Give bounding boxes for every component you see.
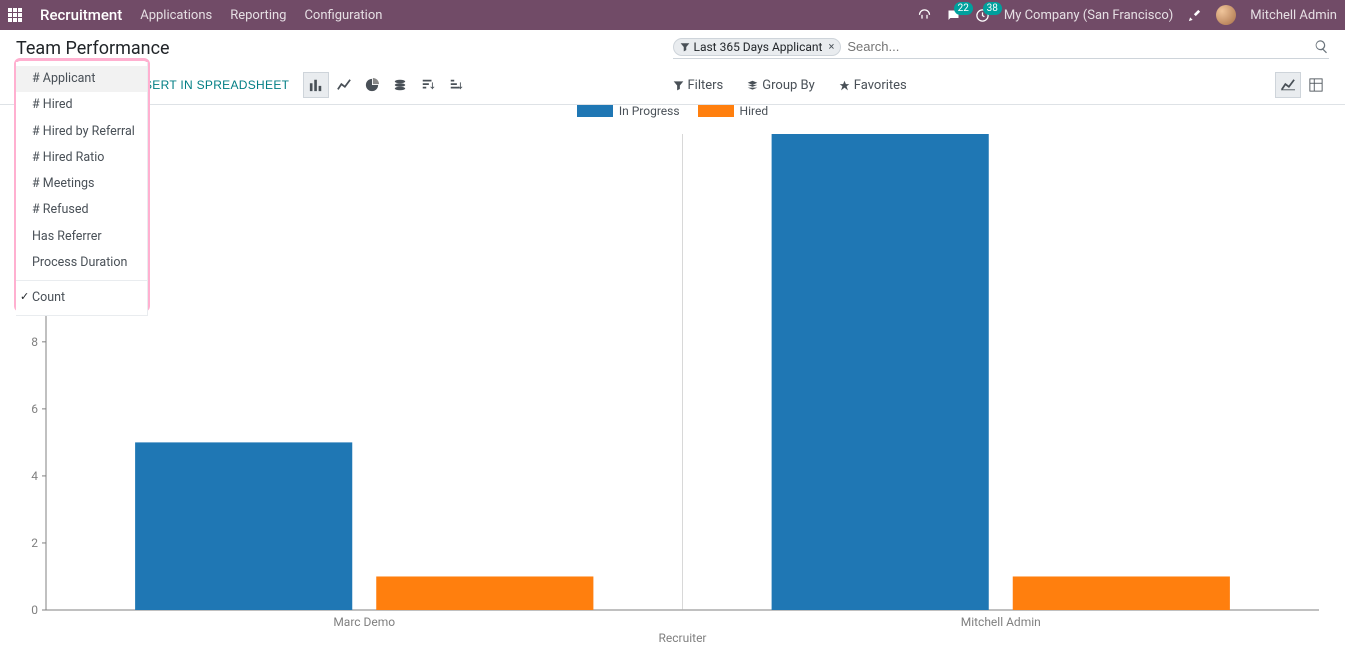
filter-chip[interactable]: Last 365 Days Applicant ×	[673, 38, 842, 56]
svg-text:8: 8	[31, 335, 38, 349]
bar[interactable]	[1013, 576, 1230, 610]
measures-item-hired-referral[interactable]: # Hired by Referral	[16, 119, 147, 145]
chat-badge: 22	[954, 2, 973, 15]
pivot-view-icon[interactable]	[1303, 72, 1329, 98]
funnel-icon	[673, 80, 684, 91]
nav-configuration[interactable]: Configuration	[304, 8, 382, 23]
sort-asc-icon[interactable]	[443, 72, 469, 98]
line-chart-icon[interactable]	[331, 72, 357, 98]
svg-text:Mitchell Admin: Mitchell Admin	[961, 615, 1041, 629]
clock-badge: 38	[983, 2, 1002, 15]
pie-chart-icon[interactable]	[359, 72, 385, 98]
measures-item-hired[interactable]: # Hired	[16, 92, 147, 118]
nav-reporting[interactable]: Reporting	[230, 8, 286, 23]
funnel-icon	[680, 42, 690, 52]
measures-item-applicant[interactable]: # Applicant	[16, 66, 147, 92]
filters-button[interactable]: Filters	[673, 72, 724, 98]
measures-dropdown: # Applicant # Hired # Hired by Referral …	[16, 62, 148, 316]
svg-text:6: 6	[31, 402, 38, 416]
favorites-button[interactable]: Favorites	[839, 72, 907, 98]
chart-legend: In Progress Hired	[16, 98, 1329, 124]
groupby-button[interactable]: Group By	[747, 72, 815, 98]
legend-swatch	[577, 105, 613, 117]
search-input[interactable]	[841, 37, 1314, 56]
bar[interactable]	[772, 134, 989, 610]
chart-type-buttons	[303, 72, 469, 98]
nav-applications[interactable]: Applications	[140, 8, 212, 23]
page-title: Team Performance	[16, 38, 170, 59]
legend-label: Hired	[740, 104, 769, 118]
svg-text:0: 0	[31, 603, 38, 617]
control-panel: Team Performance Last 365 Days Applicant…	[0, 30, 1345, 105]
chart-container: In Progress Hired 0 2 4 6 8 Marc Demo Mitchell …	[16, 98, 1329, 644]
graph-view-icon[interactable]	[1275, 72, 1301, 98]
app-brand[interactable]: Recruitment	[40, 6, 122, 24]
clock-icon[interactable]: 38	[975, 8, 990, 23]
search-area[interactable]: Last 365 Days Applicant ×	[673, 37, 1330, 59]
measures-item-has-referrer[interactable]: Has Referrer	[16, 224, 147, 250]
legend-label: In Progress	[619, 104, 680, 118]
company-switcher[interactable]: My Company (San Francisco)	[1004, 8, 1173, 23]
legend-item[interactable]: Hired	[698, 104, 769, 118]
measures-item-meetings[interactable]: # Meetings	[16, 171, 147, 197]
bar[interactable]	[135, 442, 352, 610]
sort-desc-icon[interactable]	[415, 72, 441, 98]
search-icon[interactable]	[1314, 39, 1329, 54]
chat-icon[interactable]: 22	[946, 8, 961, 23]
bar-chart-icon[interactable]	[303, 72, 329, 98]
svg-text:Marc Demo: Marc Demo	[333, 615, 395, 629]
filter-chip-label: Last 365 Days Applicant	[694, 40, 823, 54]
measures-item-hired-ratio[interactable]: # Hired Ratio	[16, 145, 147, 171]
close-icon[interactable]: ×	[826, 40, 836, 53]
svg-text:2: 2	[31, 536, 38, 550]
bar[interactable]	[376, 576, 593, 610]
insert-spreadsheet-button[interactable]: INSERT IN SPREADSHEET	[131, 78, 289, 92]
measures-item-refused[interactable]: # Refused	[16, 197, 147, 223]
bar-chart: 0 2 4 6 8 Marc Demo Mitchell Admin Recruiter	[16, 124, 1329, 644]
legend-item[interactable]: In Progress	[577, 104, 680, 118]
layers-icon	[747, 80, 758, 91]
svg-text:Recruiter: Recruiter	[659, 631, 707, 644]
voip-icon[interactable]	[917, 8, 932, 23]
tools-icon[interactable]	[1187, 8, 1202, 23]
legend-swatch	[698, 105, 734, 117]
navbar: Recruitment Applications Reporting Confi…	[0, 0, 1345, 30]
stack-icon[interactable]	[387, 72, 413, 98]
star-icon	[839, 80, 850, 91]
avatar[interactable]	[1216, 5, 1236, 25]
user-name[interactable]: Mitchell Admin	[1250, 8, 1337, 23]
measures-item-count[interactable]: Count	[16, 285, 147, 311]
apps-icon[interactable]	[8, 8, 22, 22]
measures-item-process-duration[interactable]: Process Duration	[16, 250, 147, 276]
svg-text:4: 4	[31, 469, 38, 483]
